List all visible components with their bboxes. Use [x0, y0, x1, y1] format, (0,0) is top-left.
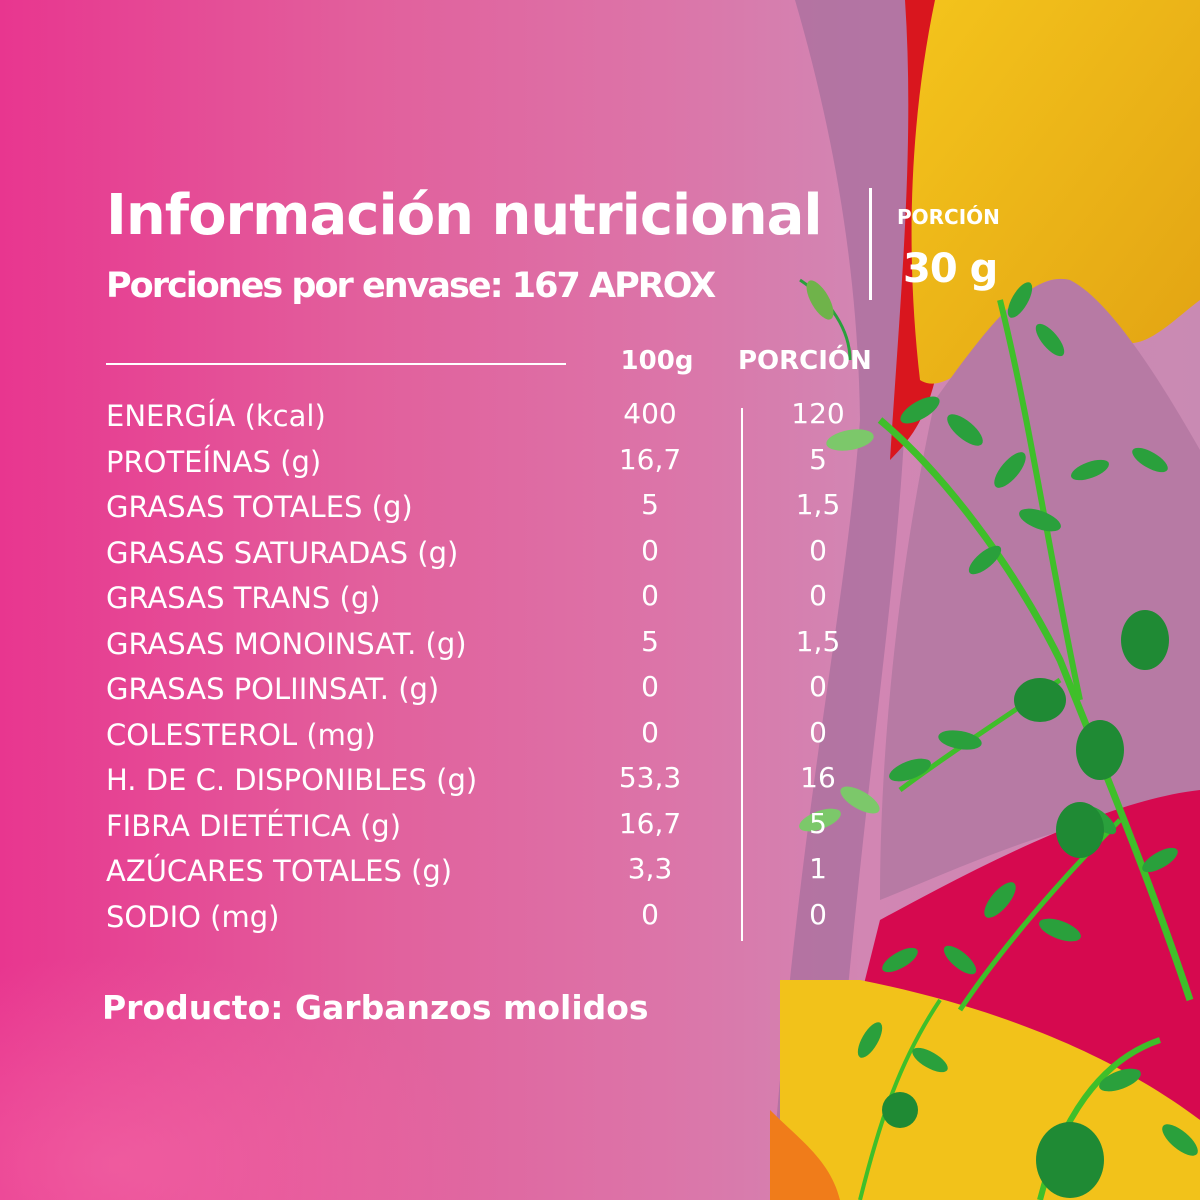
- table-row: AZÚCARES TOTALES (g) 3,3 1: [0, 849, 1200, 895]
- value-per-100g: 5: [641, 624, 659, 658]
- value-per-portion: 5: [809, 442, 827, 476]
- value-per-100g: 5: [641, 488, 659, 521]
- nutrient-label: GRASAS TRANS (g): [106, 581, 381, 615]
- table-row: PROTEÍNAS (g) 16,7 5: [0, 440, 1200, 486]
- value-per-100g: 16,7: [618, 442, 682, 476]
- page-title: Información nutricional: [106, 183, 823, 248]
- nutrient-label: PROTEÍNAS (g): [106, 444, 322, 479]
- nutrient-label: ENERGÍA (kcal): [106, 399, 326, 433]
- table-row: GRASAS TOTALES (g) 5 1,5: [0, 485, 1200, 531]
- table-row: FIBRA DIETÉTICA (g) 16,7 5: [0, 804, 1200, 850]
- portion-value: 30 g: [903, 246, 998, 292]
- value-per-100g: 0: [641, 533, 659, 567]
- column-header-portion: PORCIÓN: [738, 346, 872, 376]
- nutrient-label: SODIO (mg): [106, 899, 280, 934]
- value-per-portion: 0: [809, 579, 827, 612]
- value-per-portion: 0: [809, 670, 827, 703]
- table-row: GRASAS SATURADAS (g) 0 0: [0, 531, 1200, 577]
- table-row: GRASAS POLIINSAT. (g) 0 0: [0, 667, 1200, 713]
- nutrient-label: COLESTEROL (mg): [106, 717, 376, 752]
- header-divider: [869, 188, 872, 300]
- nutrient-label: FIBRA DIETÉTICA (g): [106, 808, 402, 843]
- table-row: GRASAS TRANS (g) 0 0: [0, 576, 1200, 622]
- value-per-portion: 16: [800, 761, 836, 794]
- value-per-portion: 1,5: [795, 488, 841, 521]
- chickpea-plant-icon: [799, 278, 1198, 1200]
- product-name: Producto: Garbanzos molidos: [102, 988, 649, 1027]
- nutrient-label: GRASAS TOTALES (g): [106, 490, 413, 524]
- value-per-100g: 3,3: [627, 852, 673, 885]
- column-header-100g: 100g: [620, 346, 694, 376]
- table-row: ENERGÍA (kcal) 400 120: [0, 394, 1200, 440]
- table-row: COLESTEROL (mg) 0 0: [0, 713, 1200, 759]
- nutrient-label: GRASAS MONOINSAT. (g): [106, 626, 467, 661]
- value-per-100g: 0: [641, 715, 659, 749]
- nutrient-label: AZÚCARES TOTALES (g): [106, 854, 453, 888]
- value-per-100g: 400: [623, 397, 677, 430]
- value-per-100g: 53,3: [618, 761, 682, 794]
- value-per-portion: 1,5: [795, 624, 841, 658]
- portion-label: PORCIÓN: [897, 205, 1000, 229]
- table-row: SODIO (mg) 0 0: [0, 895, 1200, 941]
- value-per-portion: 0: [809, 897, 827, 931]
- value-per-portion: 1: [809, 852, 827, 885]
- nutrient-label: GRASAS SATURADAS (g): [106, 535, 459, 570]
- table-header-rule: [106, 363, 566, 365]
- column-divider: [741, 408, 743, 941]
- table-row: H. DE C. DISPONIBLES (g) 53,3 16: [0, 758, 1200, 804]
- table-row: GRASAS MONOINSAT. (g) 5 1,5: [0, 622, 1200, 668]
- nutrient-label: H. DE C. DISPONIBLES (g): [106, 763, 478, 797]
- nutrient-label: GRASAS POLIINSAT. (g): [106, 672, 440, 706]
- value-per-portion: 120: [791, 397, 845, 430]
- value-per-100g: 0: [641, 579, 659, 612]
- nutrition-table: ENERGÍA (kcal) 400 120 PROTEÍNAS (g) 16,…: [0, 394, 1200, 940]
- servings-per-package: Porciones por envase: 167 APROX: [106, 266, 716, 306]
- value-per-portion: 5: [809, 806, 827, 840]
- value-per-100g: 0: [641, 897, 659, 931]
- value-per-portion: 0: [809, 533, 827, 567]
- value-per-100g: 16,7: [618, 806, 682, 840]
- value-per-100g: 0: [641, 670, 659, 703]
- value-per-portion: 0: [809, 715, 827, 749]
